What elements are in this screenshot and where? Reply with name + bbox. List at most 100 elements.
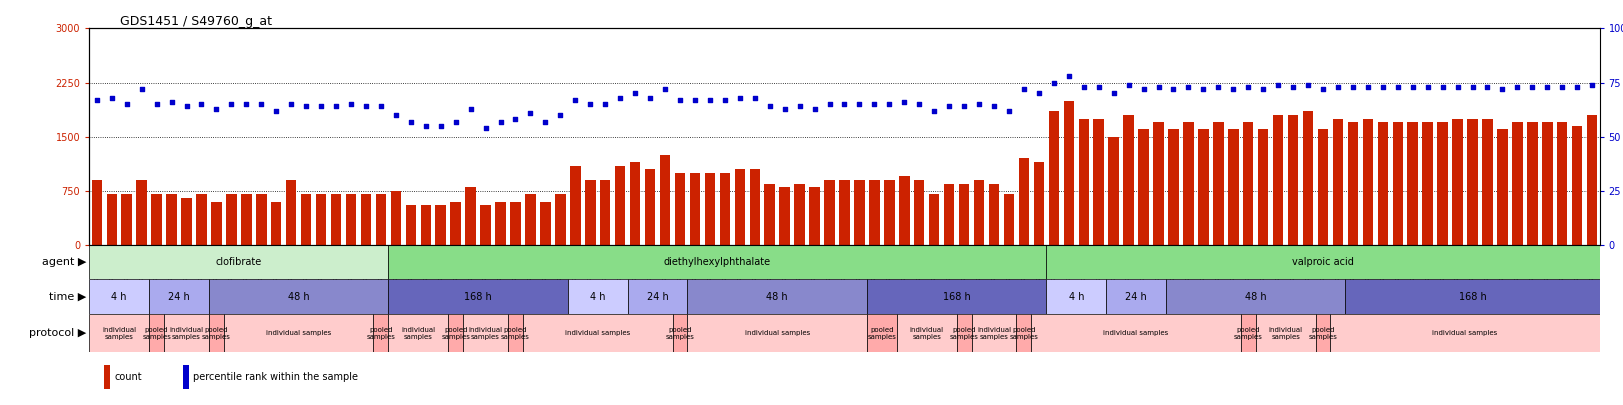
Point [622,90,648,96]
Text: 48 h: 48 h [287,292,310,302]
Text: pooled
samples: pooled samples [1010,326,1037,340]
Bar [971,314,1016,352]
Bar [719,173,730,245]
Point [1294,81,1319,88]
Point [696,97,722,103]
Text: time ▶: time ▶ [49,292,86,302]
Point [487,118,513,125]
Bar [1302,111,1313,245]
Point [1399,83,1425,90]
Point [128,86,154,92]
Point [711,97,737,103]
Bar [107,194,117,245]
Bar [943,183,954,245]
Bar [1138,130,1147,245]
Bar [1032,162,1044,245]
Point [906,101,932,107]
Bar [149,314,164,352]
Point [1548,83,1574,90]
Point [188,101,214,107]
Bar [1031,314,1240,352]
Bar [928,194,938,245]
Text: individual
samples: individual samples [169,326,203,340]
Bar [1329,314,1599,352]
Point [458,105,484,112]
Bar [166,194,177,245]
Text: 24 h: 24 h [646,292,669,302]
Point [1444,83,1470,90]
Point [368,103,394,110]
Bar [1332,119,1342,245]
Point [756,103,782,110]
Bar [182,198,192,245]
Point [1070,83,1096,90]
Point [1414,83,1440,90]
Text: 48 h: 48 h [766,292,787,302]
Point [1160,86,1186,92]
Bar [256,194,266,245]
Text: individual
samples: individual samples [909,326,943,340]
Bar [570,166,579,245]
Text: individual
samples: individual samples [469,326,503,340]
Bar [1258,130,1268,245]
Point [294,103,320,110]
Point [1279,83,1305,90]
Point [1010,86,1035,92]
Bar [584,180,596,245]
Bar [226,194,237,245]
Text: 168 h: 168 h [464,292,492,302]
Bar [360,194,372,245]
Bar [794,183,805,245]
Bar [286,180,297,245]
Bar [450,202,461,245]
Point [174,103,200,110]
Bar [958,183,969,245]
Text: pooled
samples: pooled samples [201,326,230,340]
Bar [1255,314,1315,352]
Bar [316,194,326,245]
Text: 24 h: 24 h [1125,292,1146,302]
Bar [1451,119,1462,245]
Bar [659,155,670,245]
Point [935,103,961,110]
Point [1190,86,1216,92]
Text: 48 h: 48 h [1245,292,1266,302]
Bar [388,314,448,352]
Bar [373,314,388,352]
Bar [1048,111,1058,245]
Bar [271,202,281,245]
Point [143,101,169,107]
Bar [674,173,685,245]
Bar [196,194,206,245]
Bar [867,314,896,352]
Point [352,103,378,110]
Bar [1105,279,1165,314]
Point [876,101,902,107]
Bar [480,205,490,245]
Bar [1316,130,1328,245]
Point [1459,83,1485,90]
Point [891,99,917,105]
Point [1235,83,1261,90]
Bar [523,314,672,352]
Bar [1542,122,1552,245]
Text: 168 h: 168 h [943,292,971,302]
Bar [1482,119,1492,245]
Point [860,101,886,107]
Point [607,94,633,101]
Text: pooled
samples: pooled samples [441,326,469,340]
Point [1368,83,1394,90]
Bar [687,279,867,314]
Bar [463,314,508,352]
Bar [149,279,209,314]
Text: pooled
samples: pooled samples [949,326,979,340]
Text: individual
samples: individual samples [401,326,435,340]
Text: individual samples: individual samples [743,330,810,336]
Point [203,105,229,112]
Bar [346,194,355,245]
Bar [164,314,209,352]
Bar [388,279,568,314]
Bar [388,245,1045,279]
Point [1100,90,1126,96]
Bar [508,314,523,352]
